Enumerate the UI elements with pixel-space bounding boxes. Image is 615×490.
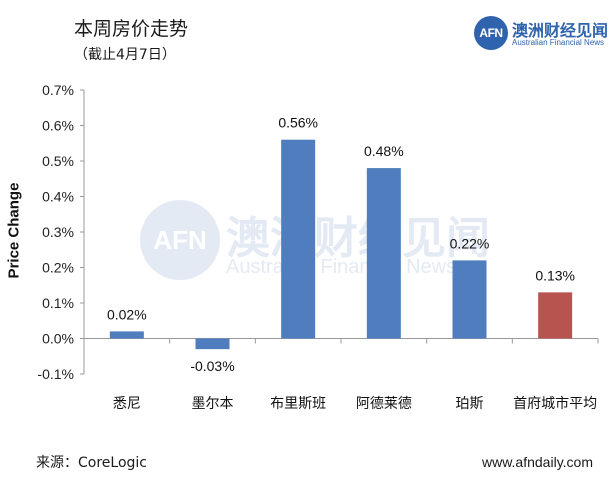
- data-label: 0.48%: [364, 143, 404, 159]
- data-label: -0.03%: [190, 358, 234, 374]
- afn-logo: AFN 澳洲财经见闻 Australian Financial News: [474, 16, 608, 52]
- data-label: 0.56%: [278, 115, 318, 131]
- data-label: 0.22%: [450, 235, 490, 251]
- source-note: 来源：CoreLogic: [36, 455, 147, 471]
- bar: [366, 168, 401, 339]
- data-label: 0.02%: [107, 306, 147, 322]
- data-label: 0.13%: [535, 267, 575, 283]
- chart-subtitle: （截止4月7日）: [74, 47, 176, 63]
- x-category-label: 珀斯: [456, 396, 484, 412]
- x-category-label: 首府城市平均: [513, 395, 597, 412]
- x-category-label: 布里斯班: [270, 396, 326, 412]
- y-tick-label: 0.0%: [42, 331, 74, 347]
- y-tick-label: 0.7%: [42, 82, 74, 98]
- y-tick-label: 0.3%: [42, 224, 74, 240]
- bar: [538, 292, 573, 339]
- y-tick-label: -0.1%: [37, 366, 74, 382]
- bar: [281, 139, 316, 339]
- y-tick-label: 0.4%: [42, 189, 74, 205]
- logo-mark-icon: AFN: [474, 16, 508, 50]
- y-tick-label: 0.5%: [42, 153, 74, 169]
- bar: [452, 260, 487, 339]
- bar: [109, 331, 144, 339]
- logo-name-cn: 澳洲财经见闻: [512, 21, 609, 40]
- website-url: www.afndaily.com: [481, 454, 593, 470]
- x-category-label: 悉尼: [113, 396, 141, 412]
- bar: [195, 338, 230, 350]
- y-axis-label: Price Change: [5, 182, 23, 279]
- logo-name-en: Australian Financial News: [512, 38, 605, 47]
- x-category-label: 阿德莱德: [356, 396, 412, 412]
- y-tick-label: 0.2%: [42, 260, 74, 276]
- y-tick-label: 0.6%: [42, 118, 74, 134]
- x-category-label: 墨尔本: [192, 396, 234, 412]
- chart-title: 本周房价走势: [74, 18, 189, 40]
- y-tick-label: 0.1%: [42, 295, 74, 311]
